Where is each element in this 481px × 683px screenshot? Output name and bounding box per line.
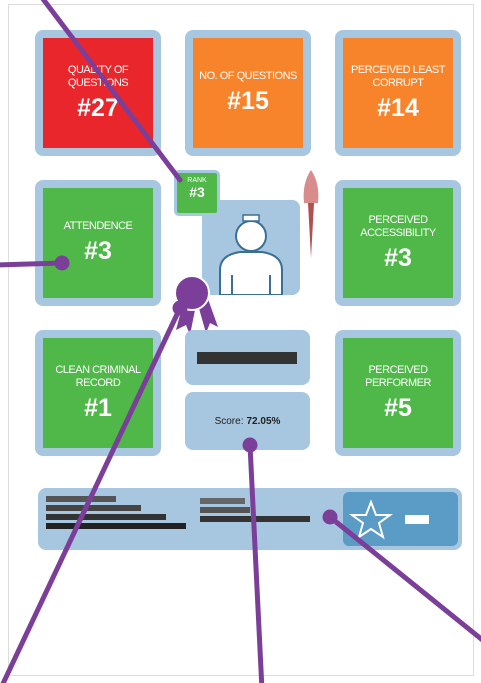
tile-inner: PERCEIVED PERFORMER #5 bbox=[343, 338, 453, 448]
tile-inner: QUALITY OF QUESTIONS #27 bbox=[43, 38, 153, 148]
tile-label: CLEAN CRIMINAL RECORD bbox=[55, 363, 141, 389]
tile-inner: NO. OF QUESTIONS #15 bbox=[193, 38, 303, 148]
tile-value: #1 bbox=[84, 393, 112, 422]
redacted bbox=[200, 498, 245, 504]
info-bar bbox=[38, 488, 462, 550]
star-panel bbox=[343, 492, 458, 546]
tile-value: #3 bbox=[384, 243, 412, 272]
frame bbox=[8, 4, 474, 676]
tile-value: #5 bbox=[384, 393, 412, 422]
tile-label: PERCEIVED ACCESSIBILITY bbox=[360, 213, 436, 239]
avatar-box bbox=[202, 200, 300, 296]
redacted-name bbox=[197, 352, 297, 364]
tile-label: PERCEIVED LEAST CORRUPT bbox=[351, 63, 445, 89]
tile-label: QUALITY OF QUESTIONS bbox=[67, 63, 129, 89]
redacted bbox=[46, 514, 166, 520]
rank-value: #3 bbox=[189, 184, 205, 200]
tile: ATTENDENCE #3 bbox=[35, 180, 161, 306]
tile: PERCEIVED PERFORMER #5 bbox=[335, 330, 461, 456]
redacted bbox=[46, 505, 141, 511]
tile: NO. OF QUESTIONS #15 bbox=[185, 30, 311, 156]
tile-value: #27 bbox=[77, 93, 119, 122]
tile-label: NO. OF QUESTIONS bbox=[199, 70, 297, 82]
name-box bbox=[185, 330, 310, 385]
tile: CLEAN CRIMINAL RECORD #1 bbox=[35, 330, 161, 456]
tile: PERCEIVED LEAST CORRUPT #14 bbox=[335, 30, 461, 156]
rank-badge: RANK #3 bbox=[174, 170, 220, 216]
rank-label: RANK bbox=[187, 177, 207, 184]
tile-inner: ATTENDENCE #3 bbox=[43, 188, 153, 298]
tile-label: PERCEIVED PERFORMER bbox=[365, 363, 431, 389]
redacted bbox=[200, 507, 250, 513]
tile-inner: CLEAN CRIMINAL RECORD #1 bbox=[43, 338, 153, 448]
tile-value: #15 bbox=[227, 87, 269, 115]
tile-inner: PERCEIVED LEAST CORRUPT #14 bbox=[343, 38, 453, 148]
tile-value: #3 bbox=[84, 237, 112, 265]
torch-icon bbox=[303, 170, 319, 258]
tile: QUALITY OF QUESTIONS #27 bbox=[35, 30, 161, 156]
tile-value: #14 bbox=[377, 93, 419, 122]
tile-label: ATTENDENCE bbox=[63, 220, 133, 232]
tile: PERCEIVED ACCESSIBILITY #3 bbox=[335, 180, 461, 306]
redacted bbox=[46, 523, 186, 529]
score-value: 72.05% bbox=[246, 415, 281, 427]
score-label: Score: bbox=[214, 415, 244, 427]
tile-inner: PERCEIVED ACCESSIBILITY #3 bbox=[343, 188, 453, 298]
redacted bbox=[46, 496, 116, 502]
star-icon bbox=[348, 499, 429, 540]
avatar bbox=[202, 200, 300, 296]
